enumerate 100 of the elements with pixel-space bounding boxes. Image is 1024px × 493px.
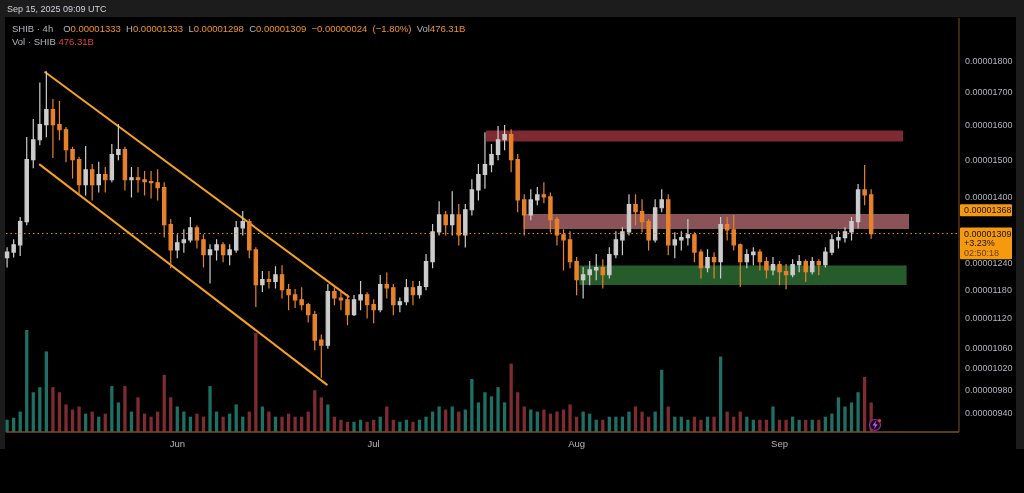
candlestick (757, 249, 763, 271)
candlestick (456, 204, 462, 246)
y-tick-label: 0.00001700 (965, 87, 1013, 98)
y-tick-label: 0.00001600 (965, 120, 1013, 130)
bar (221, 416, 225, 432)
x-tick-label: Jun (169, 437, 185, 449)
candlestick (345, 294, 350, 326)
candlestick (639, 199, 645, 233)
candlestick (659, 189, 664, 213)
candlestick (738, 243, 743, 288)
bar (208, 386, 212, 432)
bar (365, 421, 369, 432)
y-tick-label: 0.00001120 (965, 312, 1012, 323)
candlestick (633, 194, 638, 226)
candlestick (247, 219, 252, 259)
bar (470, 378, 474, 432)
candlestick (332, 287, 337, 306)
candlestick (613, 231, 619, 259)
candlestick (764, 257, 769, 279)
candlestick (580, 267, 586, 299)
candlestick (842, 227, 848, 243)
candlestick (129, 166, 134, 198)
candlestick (646, 219, 651, 251)
candlestick (286, 284, 291, 311)
bar (424, 416, 428, 432)
y-tick-label: 0.00001800 (965, 56, 1013, 67)
x-tick-label: Sep (771, 437, 788, 449)
candlestick (849, 217, 854, 241)
bar (5, 419, 9, 432)
bar (280, 416, 284, 432)
candlestick (698, 249, 704, 279)
candlestick (227, 244, 232, 266)
bar (31, 392, 35, 432)
bar (660, 369, 664, 432)
bar (843, 406, 847, 432)
candlestick (161, 182, 167, 238)
bar (267, 411, 271, 432)
candlestick (122, 146, 128, 191)
bar (411, 421, 415, 432)
candlestick (417, 280, 422, 299)
candlestick (299, 287, 304, 311)
y-tick-label: 0.00001020 (965, 363, 1013, 374)
candlestick (521, 194, 527, 236)
bar (51, 387, 55, 432)
bar (758, 419, 762, 432)
candlestick (142, 170, 147, 196)
bar (57, 392, 62, 432)
candlestick (489, 144, 494, 173)
bar (38, 387, 42, 432)
bar (862, 376, 867, 432)
text: O0.00001333 H0.00001333 L0.00001298 C0.00001309 −0.00000024 (−1.80%) Vol476.31B (63, 22, 466, 34)
bar (77, 406, 81, 432)
candlestick (862, 165, 867, 206)
y-tick-label: 0.00001500 (965, 154, 1013, 165)
bar (123, 386, 127, 432)
candlestick (148, 170, 154, 199)
candlestick (823, 247, 828, 268)
bar (568, 404, 572, 432)
bar (136, 397, 140, 432)
candlestick (207, 244, 213, 284)
bar (326, 404, 330, 432)
candlestick (116, 124, 121, 161)
candlestick (292, 289, 298, 308)
candlestick (443, 211, 448, 236)
candlestick (37, 82, 43, 146)
candlestick (587, 260, 592, 286)
candlestick (109, 144, 115, 183)
x-tick-label: Jul (367, 437, 380, 449)
y-tick-label: 0.00001060 (965, 342, 1013, 353)
candlestick (103, 166, 108, 193)
candlestick (711, 252, 717, 279)
candlestick (325, 284, 331, 349)
bar (509, 363, 513, 432)
candlestick (181, 229, 187, 253)
candlestick (4, 247, 10, 268)
bar (849, 402, 854, 432)
candlestick (391, 284, 396, 316)
text: Sep 15, 2025 09:09 UTC (7, 4, 108, 14)
bar (293, 416, 297, 432)
ref-line-label: 0.00001309 +3.23% 02:50:18 (964, 228, 1012, 259)
candlestick (319, 334, 324, 378)
bar (640, 411, 644, 432)
candlestick (384, 272, 389, 299)
candlestick (692, 232, 697, 263)
candlestick (11, 239, 16, 258)
candlestick (44, 71, 49, 138)
candlestick (83, 146, 88, 196)
candlestick (89, 164, 95, 201)
bar (476, 402, 481, 432)
candlestick (188, 217, 193, 243)
candlestick (253, 247, 259, 308)
candlestick (135, 166, 141, 193)
candlestick (607, 247, 612, 279)
candlestick (567, 231, 573, 269)
bar (44, 351, 48, 432)
candlestick (783, 264, 789, 290)
bar (254, 333, 258, 432)
candlestick (751, 247, 756, 266)
candlestick (397, 297, 403, 313)
candlestick (364, 292, 370, 319)
